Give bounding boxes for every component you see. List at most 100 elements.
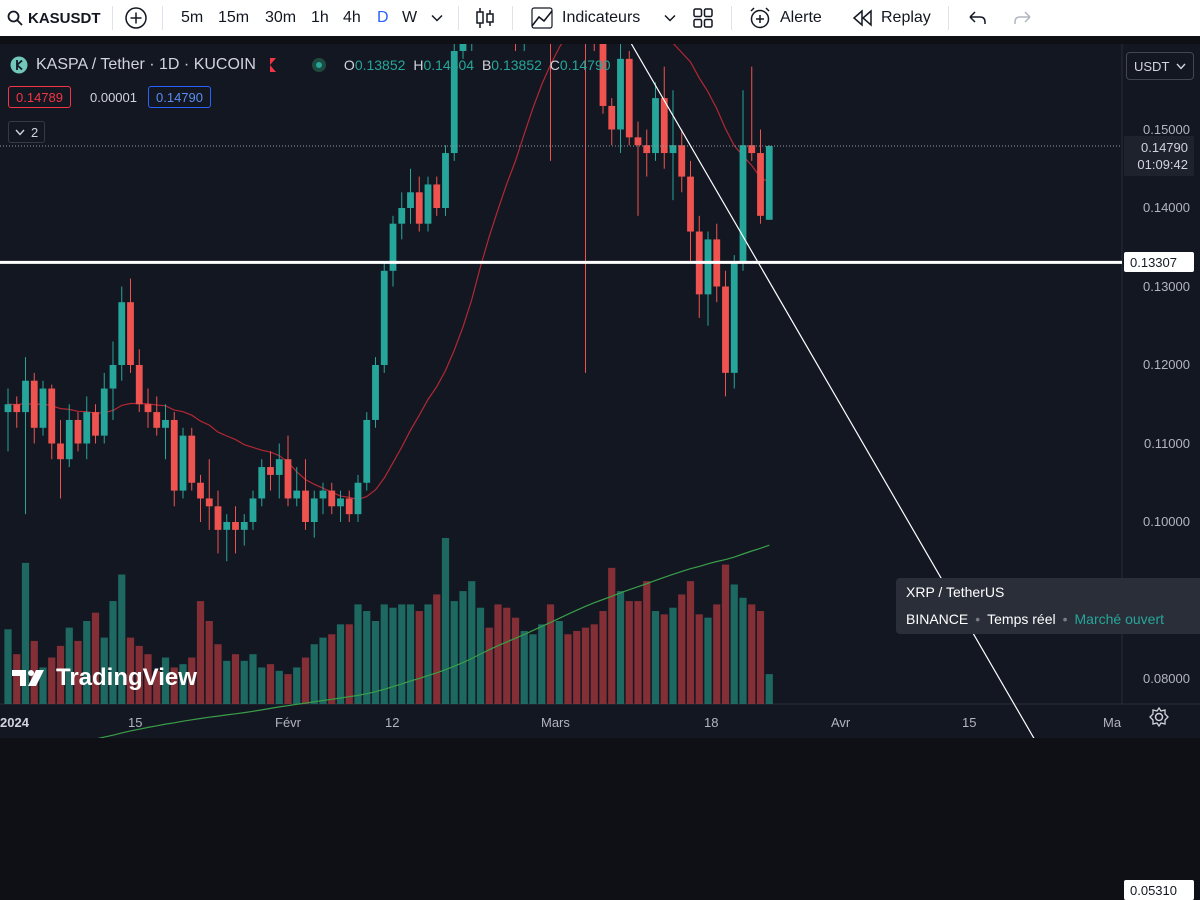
interval-label: W xyxy=(402,9,418,26)
compare-button[interactable] xyxy=(124,0,148,36)
indicators-button[interactable]: Indicateurs xyxy=(530,0,640,36)
symbol-title[interactable]: KASPA / Tether · 1D · KUCOIN xyxy=(36,56,256,73)
chevron-down-icon xyxy=(431,14,443,22)
top-toolbar: KASUSDT 5m 15m 30m 1h 4h D W Indicateurs… xyxy=(0,0,1200,36)
candle-body xyxy=(634,137,642,146)
symbol-search[interactable]: KASUSDT xyxy=(6,0,101,36)
candle-body xyxy=(48,388,56,444)
candle-body xyxy=(249,498,257,522)
candle-body xyxy=(179,435,187,491)
interval-label: 15m xyxy=(218,9,250,26)
symbol-info-popup[interactable]: XRP / TetherUS BINANCE • Temps réel • Ma… xyxy=(896,578,1200,634)
tradingview-watermark[interactable]: TradingView xyxy=(10,664,197,692)
volume-bar xyxy=(196,601,205,704)
flag-icon[interactable] xyxy=(269,58,276,72)
popup-details: BINANCE • Temps réel • Marché ouvert xyxy=(906,611,1164,627)
candle-body xyxy=(704,239,712,295)
indicators-collapse-button[interactable]: 2 xyxy=(8,121,46,143)
interval-30m[interactable]: 30m xyxy=(265,0,296,36)
moving-average-long-line[interactable] xyxy=(8,544,770,738)
volume-bar xyxy=(389,607,397,704)
candle-body xyxy=(232,522,239,530)
alert-label: Alerte xyxy=(780,9,822,26)
time-label: Mars xyxy=(541,715,570,730)
volume-bar xyxy=(231,654,240,704)
watermark-text: TradingView xyxy=(56,664,197,691)
plus-circle-icon xyxy=(125,7,147,29)
interval-5m[interactable]: 5m xyxy=(181,0,203,36)
candle-body xyxy=(372,365,379,420)
candle-body xyxy=(765,145,773,220)
moving-average-short-line[interactable] xyxy=(7,44,770,501)
price-tick-label: 0.15000 xyxy=(1143,121,1190,137)
indicators-dropdown[interactable] xyxy=(664,0,676,36)
popup-mode: Temps réel xyxy=(987,611,1056,627)
volume-bar xyxy=(179,664,187,704)
chart-legend: KASPA / Tether · 1D · KUCOIN O0.13852 H0… xyxy=(10,56,611,74)
interval-15m[interactable]: 15m xyxy=(218,0,249,36)
undo-button[interactable] xyxy=(967,0,987,36)
candle-body xyxy=(214,506,222,530)
price-tick-label: 0.11000 xyxy=(1143,435,1190,451)
candlestick-icon xyxy=(476,8,494,28)
volume-bar xyxy=(511,617,520,704)
candle-body xyxy=(730,262,738,373)
volume-bar xyxy=(398,604,406,704)
alert-button[interactable]: Alerte xyxy=(748,0,822,36)
volume-bar xyxy=(643,581,651,704)
volume-bar xyxy=(660,614,668,704)
candle-body xyxy=(345,498,353,515)
volume-bar xyxy=(109,601,117,704)
buy-button[interactable]: 0.14790 xyxy=(148,86,211,108)
divider xyxy=(162,6,163,30)
chart-pane[interactable]: KASPA / Tether · 1D · KUCOIN O0.13852 H0… xyxy=(0,44,1200,900)
volume-bar xyxy=(765,674,773,704)
replay-label: Replay xyxy=(881,9,931,26)
volume-bar xyxy=(371,621,380,704)
popup-status: Marché ouvert xyxy=(1074,611,1164,627)
volume-bar xyxy=(485,627,493,704)
ohlc-low-value: 0.13852 xyxy=(491,57,542,73)
candle-body xyxy=(380,270,388,365)
currency-selector[interactable]: USDT xyxy=(1126,52,1194,80)
volume-bar xyxy=(275,670,283,704)
chart-settings-button[interactable] xyxy=(1148,706,1170,733)
kaspa-logo-icon xyxy=(10,56,28,74)
chart-type-button[interactable] xyxy=(474,0,496,36)
volume-bar xyxy=(266,664,275,704)
interval-dropdown[interactable] xyxy=(431,0,443,36)
candle-body xyxy=(109,365,117,389)
chevron-down-icon xyxy=(1176,63,1186,70)
trend-line[interactable] xyxy=(383,44,1122,738)
volume-bar xyxy=(293,667,301,704)
volume-bar xyxy=(730,584,738,704)
rewind-icon xyxy=(852,9,872,27)
volume-bar xyxy=(756,611,765,704)
volume-bar xyxy=(651,611,660,704)
time-label: 12 xyxy=(385,715,400,730)
volume-bar xyxy=(441,538,450,704)
divider xyxy=(731,6,732,30)
interval-1h[interactable]: 1h xyxy=(311,0,329,36)
interval-4h[interactable]: 4h xyxy=(343,0,361,36)
separator-dot: • xyxy=(1062,611,1068,627)
interval-d[interactable]: D xyxy=(377,0,389,36)
volume-bar xyxy=(223,660,231,704)
time-axis[interactable]: 2024 15 Févr 12 Mars 18 Avr 15 Ma xyxy=(0,704,1122,738)
volume-bar xyxy=(301,657,310,704)
candle-body xyxy=(302,490,309,522)
ohlc-open-value: 0.13852 xyxy=(354,57,406,73)
chevron-down-icon xyxy=(664,14,676,22)
volume-bar xyxy=(144,654,152,704)
volume-bar xyxy=(608,567,616,704)
time-label: Févr xyxy=(275,715,301,730)
candle-body xyxy=(608,105,616,130)
sell-button[interactable]: 0.14789 xyxy=(8,86,71,108)
redo-button[interactable] xyxy=(1013,0,1033,36)
interval-label: 30m xyxy=(265,9,297,26)
replay-button[interactable]: Replay xyxy=(852,0,931,36)
interval-w[interactable]: W xyxy=(402,0,417,36)
candle-body xyxy=(748,145,756,154)
alarm-clock-icon xyxy=(750,7,770,29)
layouts-button[interactable] xyxy=(692,0,714,36)
